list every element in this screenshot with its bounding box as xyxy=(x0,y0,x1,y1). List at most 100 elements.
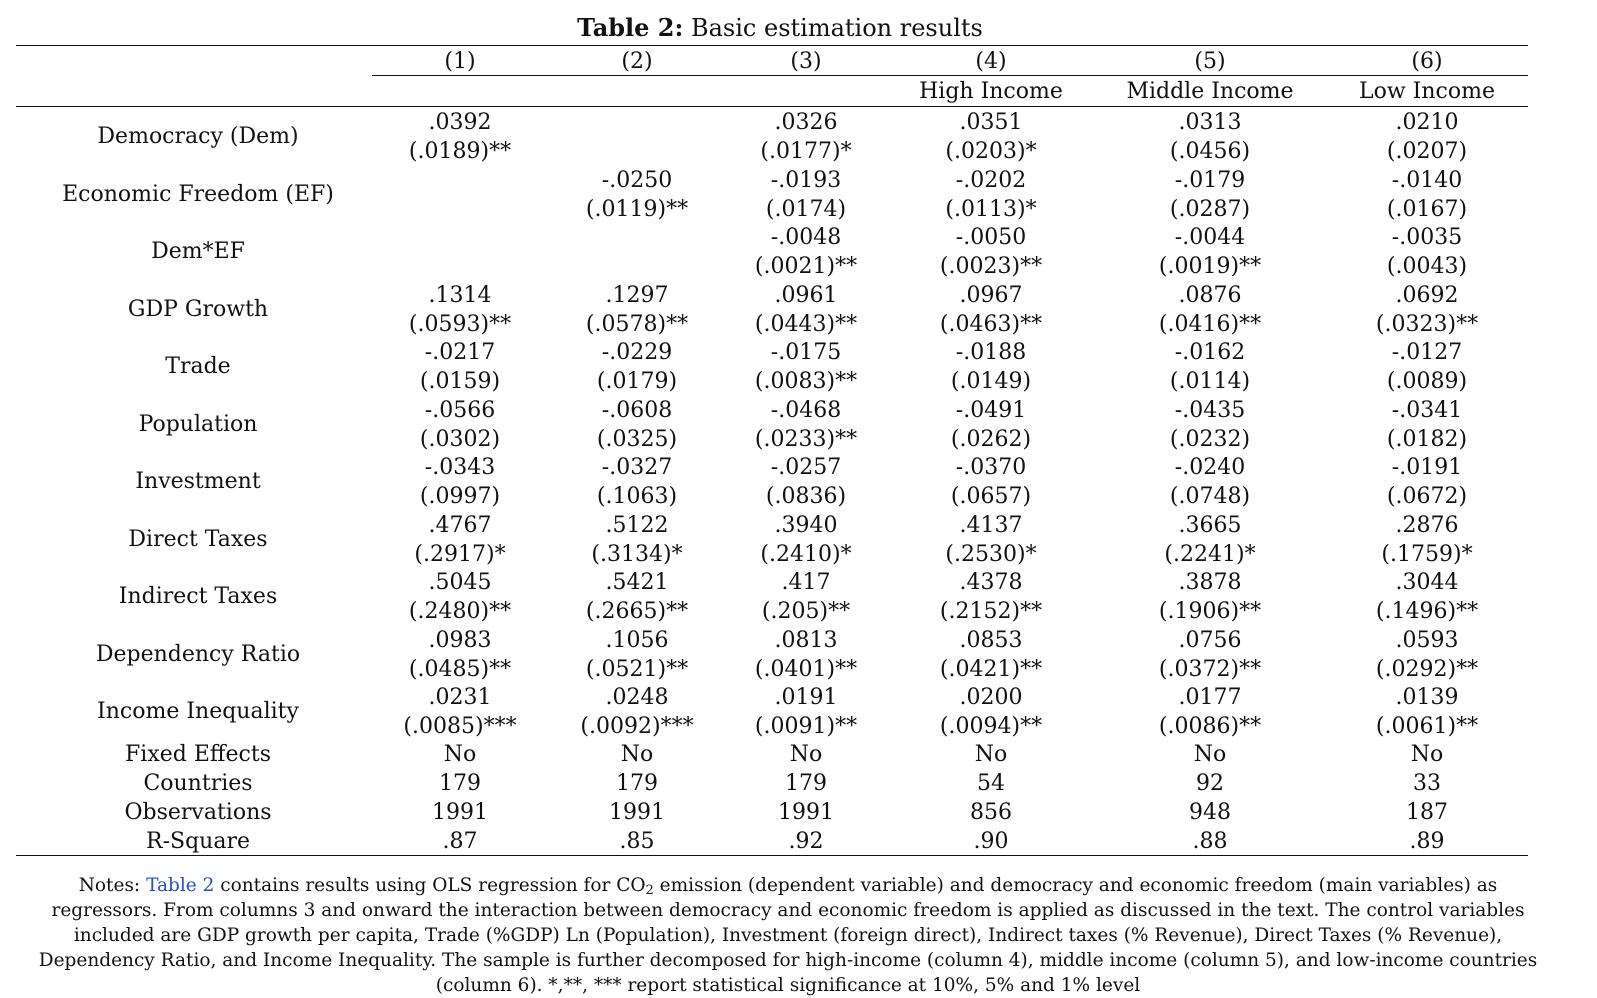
coefficient-cell: .4137 xyxy=(959,512,1023,538)
coefficient-cell: -.0162 xyxy=(1174,340,1246,365)
colnum-rule xyxy=(372,75,1528,76)
std-error-cell: (.1906)** xyxy=(1158,599,1262,624)
coefficient-cell: -.0044 xyxy=(1174,225,1246,250)
std-error-cell: (.0083)** xyxy=(754,369,858,394)
coefficient-cell: .0967 xyxy=(959,282,1023,308)
std-error-cell: (.0021)** xyxy=(754,254,858,279)
std-error-cell: (.2917)* xyxy=(414,541,506,567)
coefficient-cell: -.0468 xyxy=(770,397,842,423)
coefficient-cell: -.0193 xyxy=(770,167,842,193)
stat-row-label: Fixed Effects xyxy=(125,742,271,767)
row-label: Economic Freedom (EF) xyxy=(62,181,334,207)
std-error-cell: (.0292)** xyxy=(1375,656,1479,682)
row-label: Investment xyxy=(135,469,261,494)
table-title-text: Basic estimation results xyxy=(690,14,983,42)
stat-cell: 1991 xyxy=(778,800,834,825)
coefficient-cell: -.0250 xyxy=(601,167,673,193)
stat-cell: 92 xyxy=(1196,771,1224,796)
std-error-cell: (.1063) xyxy=(596,484,678,509)
std-error-cell: (.1496)** xyxy=(1375,599,1479,624)
coefficient-cell: -.0202 xyxy=(955,167,1027,193)
std-error-cell: (.0657) xyxy=(950,484,1032,509)
coefficient-cell: .417 xyxy=(781,570,831,595)
std-error-cell: (.0167) xyxy=(1386,196,1468,222)
std-error-cell: (.0089) xyxy=(1386,369,1468,394)
coefficient-cell: -.0188 xyxy=(955,340,1027,365)
stat-cell: 54 xyxy=(977,771,1005,796)
stat-cell: 33 xyxy=(1413,771,1441,796)
row-label: Democracy (Dem) xyxy=(97,124,299,149)
std-error-cell: (.0149) xyxy=(950,369,1032,394)
coefficient-cell: .0191 xyxy=(774,685,838,710)
std-error-cell: (.0325) xyxy=(596,426,678,452)
coefficient-cell: .0313 xyxy=(1178,110,1242,135)
std-error-cell: (.0086)** xyxy=(1158,714,1262,739)
coefficient-cell: .0756 xyxy=(1178,627,1242,653)
stat-cell: 187 xyxy=(1406,800,1448,825)
notes-part2: emission (dependent variable) and democr… xyxy=(38,875,1538,996)
table-link[interactable]: Table 2 xyxy=(146,875,215,896)
coefficient-cell: -.0175 xyxy=(770,340,842,365)
std-error-cell: (.2410)* xyxy=(760,541,852,567)
row-label: Income Inequality xyxy=(97,699,299,724)
coefficient-cell: -.0179 xyxy=(1174,167,1246,193)
std-error-cell: (.0113)* xyxy=(945,196,1037,222)
std-error-cell: (.2665)** xyxy=(585,599,689,624)
coefficient-cell: -.0343 xyxy=(424,455,496,480)
coefficient-cell: -.0491 xyxy=(955,397,1027,423)
coefficient-cell: -.0608 xyxy=(601,397,673,423)
table-title-label: Table 2: xyxy=(577,13,684,42)
table-title: Table 2: Basic estimation results xyxy=(0,13,1560,43)
row-label: Dem*EF xyxy=(151,239,245,264)
std-error-cell: (.3134)* xyxy=(591,541,683,567)
stat-cell: No xyxy=(443,742,477,767)
std-error-cell: (.0182) xyxy=(1386,426,1468,452)
std-error-cell: (.0232) xyxy=(1169,426,1251,452)
row-label: Population xyxy=(138,411,258,437)
row-label: GDP Growth xyxy=(127,296,269,322)
coefficient-cell: .3878 xyxy=(1178,570,1242,595)
std-error-cell: (.0179) xyxy=(596,369,678,394)
std-error-cell: (.1759)* xyxy=(1381,541,1473,567)
coefficient-cell: .0326 xyxy=(774,110,838,135)
stat-cell: No xyxy=(974,742,1008,767)
std-error-cell: (.0262) xyxy=(950,426,1032,452)
std-error-cell: (.0302) xyxy=(419,426,501,452)
std-error-cell: (.0043) xyxy=(1386,254,1468,279)
coefficient-cell: -.0050 xyxy=(955,225,1027,250)
std-error-cell: (.0421)** xyxy=(939,656,1043,682)
std-error-cell: (.0372)** xyxy=(1158,656,1262,682)
std-error-cell: (.0114) xyxy=(1169,369,1251,394)
std-error-cell: (.0189)** xyxy=(408,139,512,164)
std-error-cell: (.2480)** xyxy=(408,599,512,624)
std-error-cell: (.0174) xyxy=(765,196,847,222)
std-error-cell: (.0401)** xyxy=(754,656,858,682)
std-error-cell: (.0177)* xyxy=(760,139,852,164)
column-number-1: (1) xyxy=(444,49,476,74)
coefficient-cell: .3940 xyxy=(774,512,838,538)
coefficient-cell: -.0327 xyxy=(601,455,673,480)
stat-cell: .87 xyxy=(442,829,478,854)
std-error-cell: (.0997) xyxy=(419,484,501,509)
std-error-cell: (.0456) xyxy=(1169,139,1251,164)
stat-cell: 179 xyxy=(616,771,658,796)
column-number-3: (3) xyxy=(790,49,822,74)
std-error-cell: (.0159) xyxy=(419,369,501,394)
coefficient-cell: -.0191 xyxy=(1391,455,1463,480)
coefficient-cell: -.0229 xyxy=(601,340,673,365)
coefficient-cell: -.0048 xyxy=(770,225,842,250)
coefficient-cell: .5122 xyxy=(605,512,669,538)
coefficient-cell: .3665 xyxy=(1178,512,1242,538)
std-error-cell: (.0416)** xyxy=(1158,311,1262,337)
stat-cell: 179 xyxy=(439,771,481,796)
std-error-cell: (.0207) xyxy=(1386,139,1468,164)
coefficient-cell: -.0035 xyxy=(1391,225,1463,250)
stat-cell: .90 xyxy=(973,829,1009,854)
column-number-2: (2) xyxy=(621,49,653,74)
table-notes: Notes: Table 2 contains results using OL… xyxy=(28,873,1548,998)
row-label: Trade xyxy=(165,354,231,379)
coefficient-cell: .0231 xyxy=(428,685,492,710)
coefficient-cell: .0200 xyxy=(959,685,1023,710)
std-error-cell: (.0521)** xyxy=(585,656,689,682)
column-subhead-4: High Income xyxy=(919,79,1063,104)
